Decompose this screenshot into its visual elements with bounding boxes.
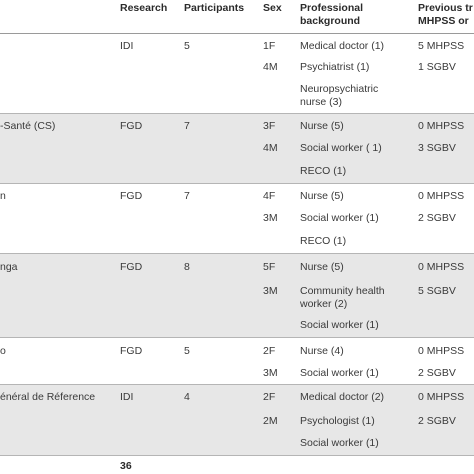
header-previous-training: Previous tr MHPSS or [418, 2, 473, 27]
group-4-research: FGD [120, 261, 143, 273]
group-3-row-1-previous: 0 MHPSS [418, 190, 465, 202]
group-6-research: IDI [120, 391, 134, 403]
group-1-row-1-background: Medical doctor (1) [300, 40, 385, 52]
group-1-row-3-background: Neuropsychiatric nurse (3) [300, 83, 379, 108]
group-6-band [0, 385, 474, 455]
group-3-research: FGD [120, 190, 143, 202]
group-6-row-2-sex: 2M [263, 415, 278, 427]
header-rule [0, 33, 474, 34]
group-3-row-1-background: Nurse (5) [300, 190, 344, 202]
header-research: Research [120, 2, 168, 14]
group-1-row-1-previous: 5 MHPSS [418, 40, 465, 52]
group-6-row-2-background: Psychologist (1) [300, 415, 375, 427]
total-participants: 36 [120, 460, 132, 472]
row-divider [0, 183, 474, 184]
group-4-row-2-previous: 5 SGBV [418, 285, 456, 297]
group-6-site: énéral de Réference [0, 391, 96, 403]
group-5-research: FGD [120, 345, 143, 357]
group-3-row-2-background: Social worker (1) [300, 212, 379, 224]
group-5-row-2-previous: 2 SGBV [418, 367, 456, 379]
group-1-row-2-background: Psychiatrist (1) [300, 61, 370, 73]
group-3-row-2-sex: 3M [263, 212, 278, 224]
group-5-row-1-previous: 0 MHPSS [418, 345, 465, 357]
group-5-row-1-sex: 2F [263, 345, 276, 357]
group-4-row-1-previous: 0 MHPSS [418, 261, 465, 273]
group-4-participants: 8 [184, 261, 190, 273]
group-3-row-1-sex: 4F [263, 190, 276, 202]
group-6-row-1-previous: 0 MHPSS [418, 391, 465, 403]
group-3-site: n [0, 190, 6, 202]
group-3-row-2-previous: 2 SGBV [418, 212, 456, 224]
group-1-row-2-sex: 4M [263, 61, 278, 73]
group-5-participants: 5 [184, 345, 190, 357]
group-2-band [0, 114, 474, 183]
group-4-band [0, 254, 474, 337]
group-1-row-2-previous: 1 SGBV [418, 61, 456, 73]
group-2-participants: 7 [184, 120, 190, 132]
group-5-row-2-background: Social worker (1) [300, 367, 379, 379]
group-1-participants: 5 [184, 40, 190, 52]
group-5-site: o [0, 345, 6, 357]
group-1-row-1-sex: 1F [263, 40, 276, 52]
group-6-row-3-background: Social worker (1) [300, 437, 379, 449]
group-5-row-1-background: Nurse (4) [300, 345, 344, 357]
group-1-research: IDI [120, 40, 134, 52]
row-divider [0, 384, 474, 385]
group-5-row-2-sex: 3M [263, 367, 278, 379]
header-sex: Sex [263, 2, 282, 14]
group-2-row-2-sex: 4M [263, 142, 278, 154]
header-participants: Participants [184, 2, 245, 14]
group-2-row-2-previous: 3 SGBV [418, 142, 456, 154]
group-2-row-2-background: Social worker ( 1) [300, 142, 382, 154]
header-professional-background: Professional background [300, 2, 364, 27]
group-4-row-3-background: Social worker (1) [300, 319, 379, 331]
group-2-row-1-previous: 0 MHPSS [418, 120, 465, 132]
group-4-row-2-sex: 3M [263, 285, 278, 297]
group-3-participants: 7 [184, 190, 190, 202]
group-2-row-1-background: Nurse (5) [300, 120, 344, 132]
group-2-row-1-sex: 3F [263, 120, 276, 132]
group-4-row-2-background: Community health worker (2) [300, 285, 385, 310]
group-6-row-1-background: Medical doctor (2) [300, 391, 385, 403]
row-divider [0, 455, 474, 456]
group-4-site: nga [0, 261, 18, 273]
group-4-row-1-background: Nurse (5) [300, 261, 344, 273]
group-2-row-3-background: RECO (1) [300, 165, 347, 177]
row-divider [0, 113, 474, 114]
group-6-row-1-sex: 2F [263, 391, 276, 403]
group-6-participants: 4 [184, 391, 190, 403]
group-4-row-1-sex: 5F [263, 261, 276, 273]
group-2-research: FGD [120, 120, 143, 132]
row-divider [0, 337, 474, 338]
group-2-site: -Santé (CS) [0, 120, 56, 132]
group-6-row-2-previous: 2 SGBV [418, 415, 456, 427]
row-divider [0, 253, 474, 254]
group-3-row-3-background: RECO (1) [300, 235, 347, 247]
